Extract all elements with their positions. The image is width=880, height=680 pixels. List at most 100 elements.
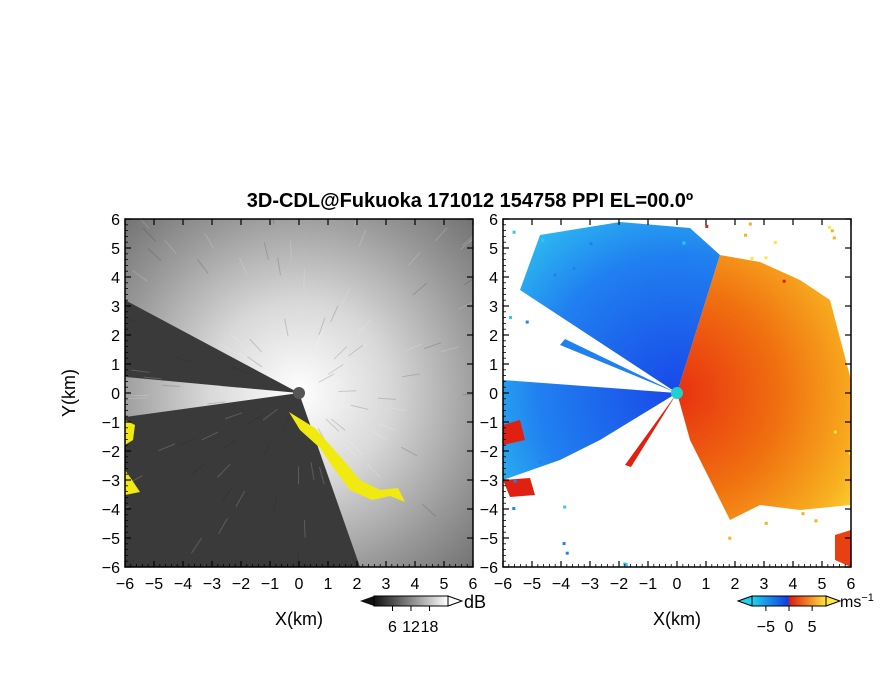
velocity-texture-pixel	[624, 563, 628, 567]
snr-west-beam	[125, 377, 299, 417]
snr-colorbar-scale	[373, 595, 449, 607]
snr-texture-streak	[290, 240, 293, 259]
velocity-y-tick-label: 4	[489, 270, 498, 287]
snr-texture-streak	[350, 404, 369, 410]
snr-texture-streak	[235, 490, 246, 507]
velocity-texture-pixel	[728, 536, 732, 540]
snr-texture-streak	[323, 622, 325, 640]
snr-texture-streak	[204, 232, 215, 249]
snr-texture-streak	[143, 376, 162, 380]
snr-texture-streak	[351, 554, 357, 567]
snr-x-tick-label: 6	[469, 576, 478, 593]
snr-texture-streak	[434, 227, 448, 242]
velocity-x-tick-label: 0	[673, 576, 682, 593]
velocity-texture-pixel	[782, 279, 786, 283]
snr-texture-streak	[238, 353, 255, 364]
low-snr-flag-edge	[289, 412, 405, 502]
snr-colorbar-unit: dB	[464, 592, 486, 612]
snr-texture-streak	[327, 364, 344, 375]
snr-texture-streak	[78, 276, 94, 284]
snr-colorbar: 6 12 18 dB	[360, 592, 486, 636]
snr-texture-streak	[246, 414, 263, 425]
snr-texture-streak	[318, 466, 325, 485]
snr-texture-streak	[303, 519, 306, 538]
velocity-y-tick-label: 1	[489, 357, 498, 374]
snr-x-tick-label: 0	[295, 576, 304, 593]
snr-y-tick-label: −1	[102, 415, 120, 432]
snr-texture-streak	[366, 463, 380, 478]
velocity-texture-pixel	[830, 229, 834, 233]
velocity-colorbar-scale	[751, 595, 827, 607]
velocity-texture-pixel	[848, 451, 851, 455]
velocity-colorbar-unit: ms−1	[840, 592, 874, 611]
snr-texture-streak	[424, 342, 442, 350]
velocity-y-tick-label: 6	[489, 212, 498, 229]
velocity-beam-sw	[625, 393, 677, 467]
snr-texture-streak	[128, 397, 147, 400]
snr-x-axis-label: X(km)	[275, 609, 323, 629]
snr-texture-streak	[262, 408, 278, 421]
velocity-colorbar-tick-label: 5	[808, 619, 817, 636]
snr-texture-streak	[221, 385, 240, 388]
snr-colorbar-tick-label: 18	[421, 619, 439, 636]
velocity-texture-pixel	[682, 241, 686, 245]
snr-x-tick-label: −1	[261, 576, 279, 593]
chart-title: 3D-CDL@Fukuoka 171012 154758 PPI EL=00.0…	[247, 190, 693, 212]
snr-texture-streak	[357, 319, 372, 334]
velocity-axes: −6 −5 −4 −3 −2 −1 0 1 2 3 4 5 6 6 5 4 3 2 1 0 −1 −2 −3 −4 −5 −6	[480, 212, 856, 593]
velocity-y-tick-label: −5	[480, 531, 498, 548]
snr-texture-streak	[201, 431, 219, 441]
velocity-patch-w2	[503, 478, 535, 497]
snr-texture-streak	[421, 503, 437, 517]
snr-texture-streak	[400, 446, 418, 457]
snr-texture-streak	[147, 248, 162, 262]
velocity-texture-pixel	[705, 224, 709, 228]
snr-texture-streak	[272, 496, 278, 515]
snr-texture-streak	[330, 305, 339, 323]
snr-axes: −6 −5 −4 −3 −2 −1 0 1 2 3 4 5 6 6 5 4 3 2 1 0 −1 −2 −3 −4 −5 −6	[102, 212, 478, 593]
snr-texture-streak	[349, 441, 363, 455]
snr-texture-streak	[224, 412, 243, 420]
snr-x-tick-label: −2	[232, 576, 250, 593]
velocity-texture-pixel	[563, 505, 567, 509]
velocity-x-tick-label: 5	[818, 576, 827, 593]
low-snr-flag-west	[125, 420, 135, 445]
snr-x-tick-label: 4	[411, 576, 420, 593]
snr-texture-streak	[282, 413, 291, 431]
velocity-x-tick-label: 6	[847, 576, 856, 593]
velocity-texture-pixel	[814, 519, 818, 523]
velocity-texture-pixel	[562, 542, 566, 546]
velocity-colorbar: −5 0 5 ms−1	[736, 592, 874, 636]
snr-texture-streak	[327, 363, 343, 375]
velocity-texture-pixel	[508, 316, 512, 320]
snr-texture-streak	[81, 478, 98, 485]
snr-texture-streak	[74, 471, 91, 477]
snr-texture-streak	[78, 435, 96, 439]
snr-x-tick-label: 5	[440, 576, 449, 593]
velocity-x-tick-label: −1	[639, 576, 657, 593]
snr-y-tick-label: −3	[102, 473, 120, 490]
velocity-x-tick-label: −2	[610, 576, 628, 593]
velocity-beam-nw	[560, 339, 677, 393]
snr-texture-streak	[340, 404, 359, 411]
snr-texture-streak	[284, 318, 289, 337]
snr-texture-streak	[471, 332, 473, 335]
snr-y-axis-label: Y(km)	[59, 369, 79, 417]
velocity-y-tick-label: 5	[489, 241, 498, 258]
velocity-colorbar-ticks: −5 0 5	[757, 606, 817, 636]
snr-texture-streak	[358, 229, 367, 247]
velocity-texture-pixel	[833, 430, 837, 434]
snr-texture-streak	[277, 257, 281, 276]
snr-texture-streak	[280, 134, 281, 152]
snr-texture-streak	[219, 343, 236, 354]
snr-texture-streak	[314, 332, 322, 350]
low-snr-flag-west-2	[125, 470, 140, 495]
snr-texture-streak	[96, 235, 110, 246]
velocity-texture-pixel	[538, 460, 542, 464]
velocity-x-tick-label: −4	[552, 576, 570, 593]
snr-texture-streak	[258, 394, 277, 397]
snr-texture-streak	[342, 286, 351, 304]
snr-texture-streak	[238, 257, 248, 275]
snr-texture-streak	[105, 320, 122, 326]
snr-texture-streak	[174, 356, 193, 363]
